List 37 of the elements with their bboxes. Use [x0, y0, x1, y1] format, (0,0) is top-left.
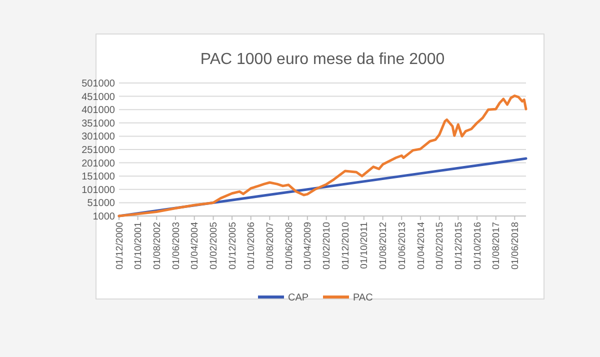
- chart-title: PAC 1000 euro mese da fine 2000: [200, 51, 445, 68]
- y-tick-label: 301000: [82, 132, 116, 143]
- x-tick-label: 01/02/2010: [322, 222, 333, 270]
- x-tick-label: 01/04/2014: [416, 222, 427, 270]
- y-tick-label: 401000: [82, 105, 116, 116]
- x-tick-label: 01/06/2003: [170, 222, 182, 270]
- y-tick-label: 151000: [82, 172, 116, 183]
- y-tick-label: 51000: [87, 198, 116, 210]
- y-tick-label: 501000: [82, 78, 116, 90]
- x-tick-label: 01/08/2017: [491, 222, 502, 270]
- x-tick-label: 01/12/2010: [340, 222, 352, 270]
- x-tick-label: 01/06/2018: [510, 222, 521, 270]
- x-tick-label: 01/08/2012: [378, 222, 390, 270]
- y-tick-label: 351000: [82, 118, 116, 130]
- x-tick-label: 01/10/2011: [359, 222, 370, 269]
- y-tick-label: 201000: [82, 158, 116, 170]
- x-tick-label: 01/10/2006: [246, 222, 258, 270]
- x-tick-label: 01/12/2005: [227, 222, 238, 270]
- y-tick-label: 251000: [82, 145, 116, 156]
- x-tick-label: 01/08/2007: [265, 222, 276, 270]
- x-tick-label: 01/04/2004: [190, 222, 201, 270]
- x-tick-label: 01/10/2016: [472, 222, 484, 270]
- x-tick-label: 01/12/2000: [114, 222, 126, 270]
- x-tick-label: 01/02/2005: [208, 222, 220, 270]
- legend-label: PAC: [353, 292, 373, 304]
- x-tick-label: 01/10/2001: [133, 222, 144, 270]
- x-tick-label: 01/08/2002: [152, 222, 163, 270]
- y-tick-label: 1000: [92, 212, 116, 222]
- x-tick-label: 01/04/2009: [302, 222, 314, 270]
- line-series: [118, 94, 528, 218]
- legend-label: CAP: [288, 292, 309, 304]
- x-tick-label: 01/02/2015: [434, 222, 446, 270]
- x-tick-label: 01/06/2008: [284, 222, 295, 270]
- y-tick-label: 101000: [82, 184, 116, 196]
- y-tick-label: 451000: [82, 92, 116, 103]
- x-tick-label: 01/06/2013: [396, 222, 408, 270]
- x-tick-label: 01/12/2015: [453, 222, 464, 270]
